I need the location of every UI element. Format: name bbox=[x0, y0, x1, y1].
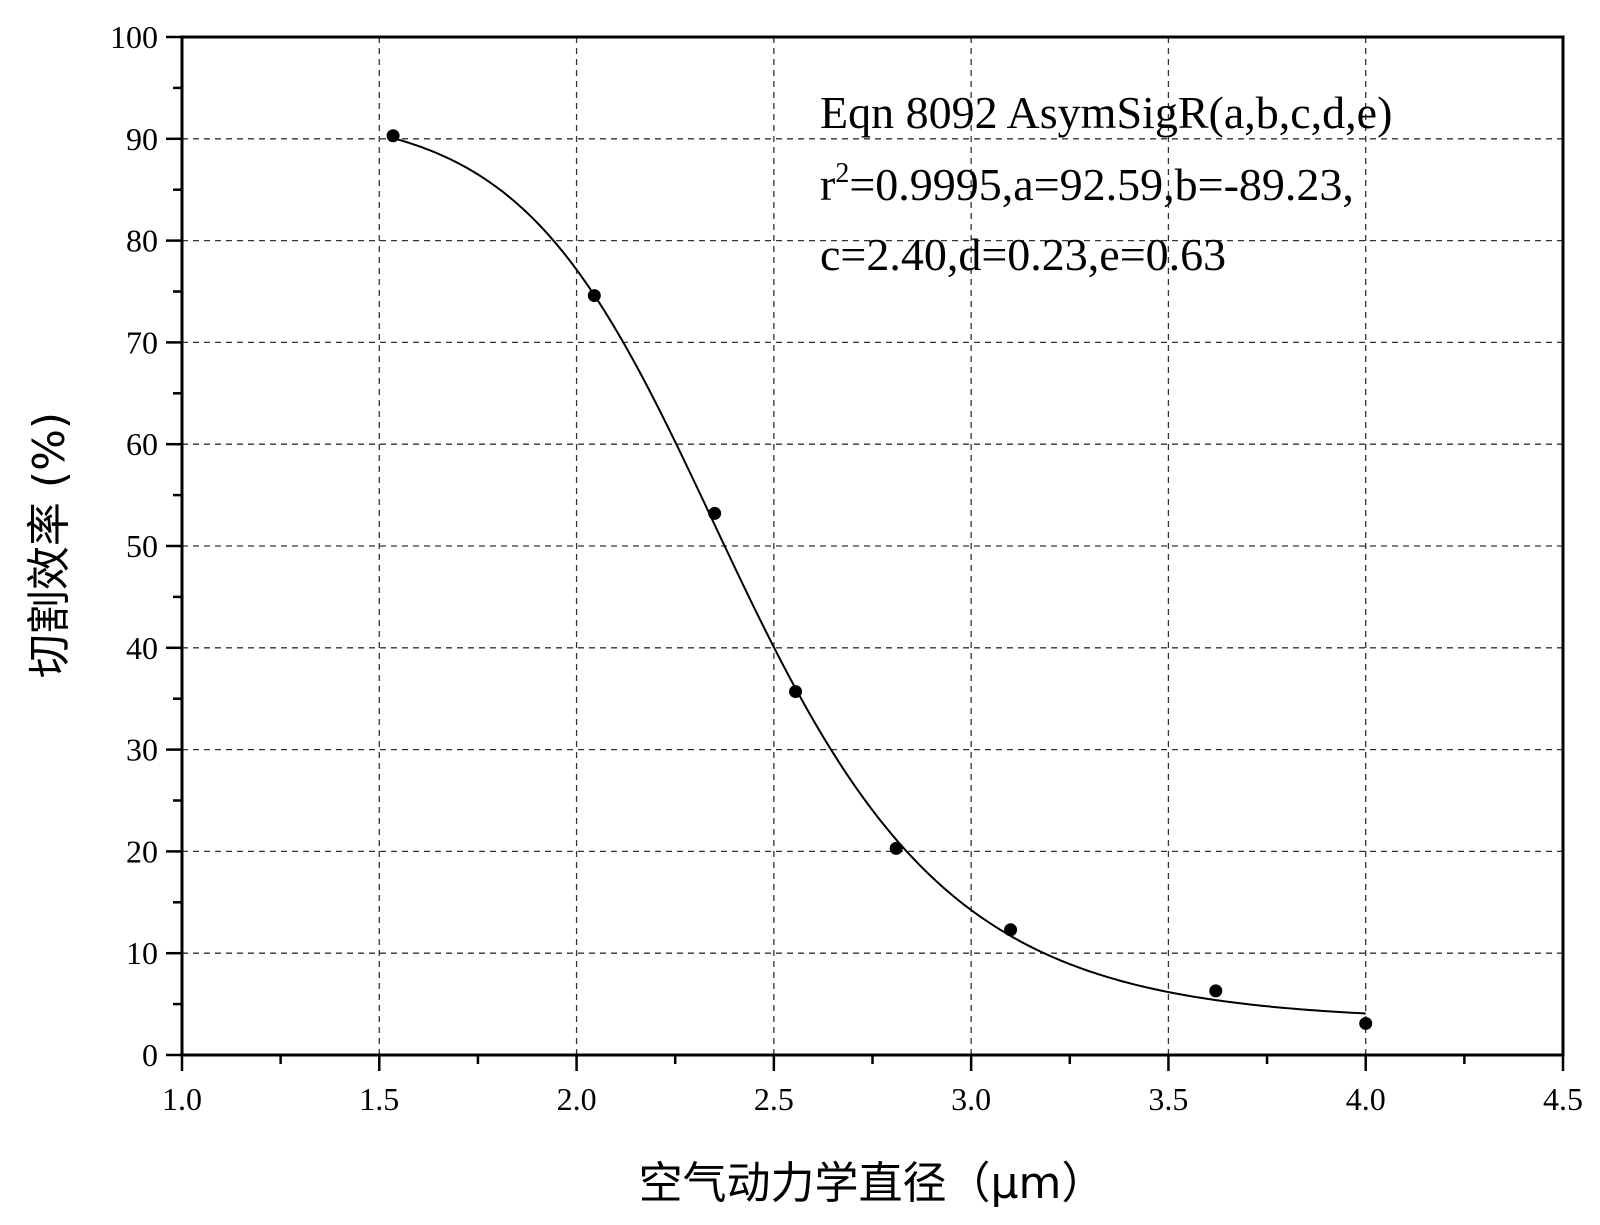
data-point bbox=[708, 506, 722, 520]
y-tick-label: 40 bbox=[126, 630, 158, 666]
y-tick-label: 90 bbox=[126, 121, 158, 157]
y-tick-label: 30 bbox=[126, 732, 158, 768]
fit-curve bbox=[392, 137, 1366, 1015]
y-tick-label: 60 bbox=[126, 426, 158, 462]
x-tick-label: 3.5 bbox=[1148, 1081, 1188, 1117]
y-tick-label: 100 bbox=[110, 19, 158, 55]
equation-label: Eqn 8092 AsymSigR(a,b,c,d,e) bbox=[820, 87, 1392, 138]
y-tick-labels: 0 10 20 30 40 50 60 70 80 90 100 bbox=[110, 19, 158, 1073]
fit-params-label: c=2.40,d=0.23,e=0.63 bbox=[820, 229, 1226, 280]
y-tick-label: 10 bbox=[126, 935, 158, 971]
fit-stats-label: r2=0.9995,a=92.59,b=-89.23, bbox=[820, 158, 1354, 210]
data-point bbox=[789, 685, 803, 699]
data-point bbox=[386, 129, 400, 143]
data-points bbox=[386, 129, 1373, 1030]
x-tick-label: 2.5 bbox=[754, 1081, 794, 1117]
x-tick-label: 4.0 bbox=[1346, 1081, 1386, 1117]
x-axis-title: 空气动力学直径（μm） bbox=[639, 1158, 1106, 1209]
y-tick-label: 70 bbox=[126, 324, 158, 360]
y-axis-title: 切割效率 (%) bbox=[24, 412, 75, 678]
data-point bbox=[889, 841, 903, 855]
data-point bbox=[1209, 984, 1223, 998]
data-point bbox=[1359, 1016, 1373, 1030]
x-tick-label: 4.5 bbox=[1543, 1081, 1583, 1117]
data-point bbox=[587, 289, 601, 303]
y-tick-label: 50 bbox=[126, 528, 158, 564]
plot-frame bbox=[180, 35, 1565, 1057]
x-tick-label: 1.0 bbox=[162, 1081, 202, 1117]
y-tick-label: 20 bbox=[126, 833, 158, 869]
grid-lines bbox=[182, 37, 1563, 1055]
y-tick-label: 0 bbox=[142, 1037, 158, 1073]
x-tick-label: 3.0 bbox=[951, 1081, 991, 1117]
x-tick-label: 1.5 bbox=[359, 1081, 399, 1117]
y-tick-label: 80 bbox=[126, 223, 158, 259]
x-tick-labels: 1.0 1.5 2.0 2.5 3.0 3.5 4.0 4.5 bbox=[162, 1081, 1583, 1117]
x-tick-label: 2.0 bbox=[557, 1081, 597, 1117]
data-point bbox=[1004, 923, 1018, 937]
